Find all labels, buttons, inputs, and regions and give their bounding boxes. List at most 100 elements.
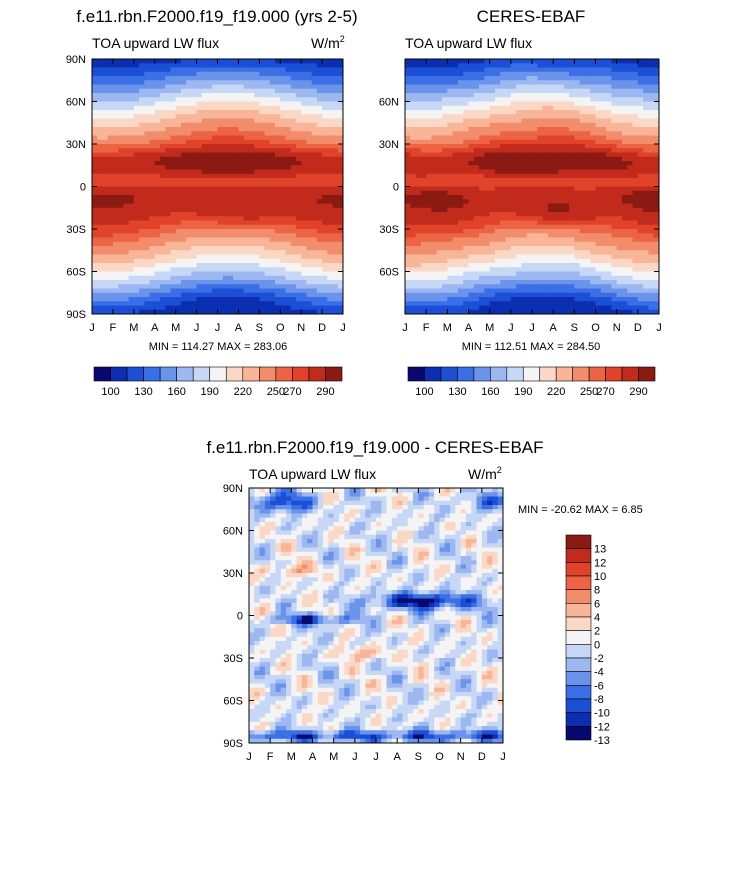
field-cell xyxy=(108,191,114,196)
field-cell xyxy=(500,238,506,243)
field-cell xyxy=(280,284,286,289)
field-cell xyxy=(92,148,98,153)
field-cell xyxy=(238,267,244,272)
field-cell xyxy=(458,272,464,277)
field-cell xyxy=(123,63,129,68)
field-cell xyxy=(291,131,297,136)
field-cell xyxy=(191,161,197,166)
field-cell xyxy=(469,191,475,196)
field-cell xyxy=(165,97,171,102)
field-cell xyxy=(270,289,276,294)
field-cell xyxy=(306,246,312,251)
field-cell xyxy=(479,242,485,247)
field-cell xyxy=(212,170,218,175)
field-cell xyxy=(527,68,533,73)
field-cell xyxy=(144,136,150,141)
field-cell xyxy=(317,263,323,268)
field-cell xyxy=(150,123,156,128)
field-cell xyxy=(186,123,192,128)
field-cell xyxy=(254,195,260,200)
field-cell xyxy=(511,136,517,141)
field-cell xyxy=(447,242,453,247)
field-cell xyxy=(521,208,527,213)
field-cell xyxy=(416,199,422,204)
field-cell xyxy=(453,59,459,64)
field-cell xyxy=(580,170,586,175)
field-cell xyxy=(333,148,339,153)
field-cell xyxy=(233,68,239,73)
field-cell xyxy=(285,174,291,179)
field-cell xyxy=(280,246,286,251)
field-cell xyxy=(155,208,161,213)
field-cell xyxy=(102,259,108,264)
field-cell xyxy=(322,280,328,285)
field-cell xyxy=(537,212,543,217)
field-cell xyxy=(447,174,453,179)
field-cell xyxy=(197,306,203,311)
field-cell xyxy=(421,165,427,170)
field-cell xyxy=(564,89,570,94)
field-cell xyxy=(405,191,411,196)
field-cell xyxy=(218,238,224,243)
field-cell xyxy=(181,80,187,85)
field-cell xyxy=(197,89,203,94)
field-cell xyxy=(134,187,140,192)
field-cell xyxy=(574,208,580,213)
field-cell xyxy=(495,263,501,268)
field-cell xyxy=(228,110,234,115)
field-cell xyxy=(144,110,150,115)
field-cell xyxy=(244,68,250,73)
field-cell xyxy=(333,59,339,64)
field-cell xyxy=(527,119,533,124)
field-cell xyxy=(285,195,291,200)
field-cell xyxy=(453,72,459,77)
field-cell xyxy=(92,250,98,255)
field-cell xyxy=(410,221,416,226)
field-cell xyxy=(511,63,517,68)
field-cell xyxy=(144,165,150,170)
field-cell xyxy=(150,233,156,238)
field-cell xyxy=(327,204,333,209)
field-cell xyxy=(553,110,559,115)
field-cell xyxy=(426,157,432,162)
field-cell xyxy=(322,148,328,153)
field-cell xyxy=(223,119,229,124)
field-cell xyxy=(197,165,203,170)
field-cell xyxy=(495,153,501,158)
field-cell xyxy=(212,195,218,200)
field-cell xyxy=(474,221,480,226)
field-cell xyxy=(421,102,427,107)
field-cell xyxy=(495,187,501,192)
field-cell xyxy=(92,127,98,132)
field-cell xyxy=(333,102,339,107)
field-cell xyxy=(202,250,208,255)
field-cell xyxy=(431,131,437,136)
field-cell xyxy=(500,153,506,158)
field-cell xyxy=(463,136,469,141)
field-cell xyxy=(139,250,145,255)
field-cell xyxy=(176,187,182,192)
field-cell xyxy=(405,136,411,141)
field-cell xyxy=(569,225,575,230)
field-cell xyxy=(186,102,192,107)
field-cell xyxy=(527,178,533,183)
field-cell xyxy=(113,106,119,111)
field-cell xyxy=(259,242,265,247)
field-cell xyxy=(469,276,475,281)
field-cell xyxy=(322,212,328,217)
field-cell xyxy=(474,119,480,124)
field-cell xyxy=(495,182,501,187)
field-cell xyxy=(97,229,103,234)
field-cell xyxy=(431,216,437,221)
field-cell xyxy=(165,229,171,234)
field-cell xyxy=(516,272,522,277)
field-cell xyxy=(197,221,203,226)
field-cell xyxy=(431,229,437,234)
field-cell xyxy=(259,187,265,192)
field-cell xyxy=(543,208,549,213)
field-cell xyxy=(537,165,543,170)
field-cell xyxy=(280,208,286,213)
field-cell xyxy=(553,68,559,73)
field-cell xyxy=(233,97,239,102)
